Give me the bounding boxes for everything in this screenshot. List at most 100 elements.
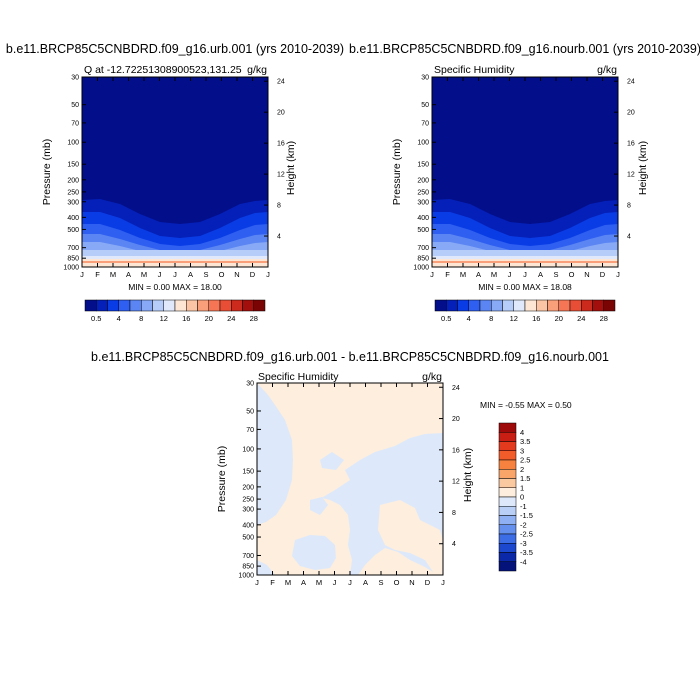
colorbar-label: -2 xyxy=(520,520,527,529)
colorbar-swatch xyxy=(468,299,481,312)
y-tick-label: 150 xyxy=(67,162,79,169)
x-tick-label: A xyxy=(126,270,131,279)
y-tick-label: 30 xyxy=(246,381,254,388)
x-tick-label: D xyxy=(250,270,256,279)
x-tick-label: A xyxy=(476,270,481,279)
colorbar-label: 20 xyxy=(205,314,213,323)
y-tick-label: 100 xyxy=(417,140,429,147)
panel-urb-y-right-axis: 24 20 16 12 8 4 xyxy=(264,79,285,241)
colorbar-label: 0.5 xyxy=(91,314,101,323)
colorbar-label: 2.5 xyxy=(520,456,530,465)
colorbar-label: 12 xyxy=(160,314,168,323)
colorbar-label: -1 xyxy=(520,502,527,511)
colorbar-swatch xyxy=(434,299,447,312)
colorbar-swatch xyxy=(96,299,108,312)
x-tick-label: A xyxy=(188,270,193,279)
y-tick-label: 30 xyxy=(71,75,79,82)
colorbar-label: 4 xyxy=(117,314,121,323)
x-tick-label: J xyxy=(430,270,434,279)
y-tick-label: 500 xyxy=(242,535,254,542)
colorbar-swatch xyxy=(498,478,517,488)
x-tick-label: O xyxy=(219,270,225,279)
colorbar-label: 24 xyxy=(227,314,235,323)
panel-nourb-y-right-axis: 24 20 16 12 8 4 xyxy=(614,79,635,241)
y-right-tick-label: 16 xyxy=(277,141,285,148)
colorbar-label: 16 xyxy=(182,314,190,323)
x-tick-label: F xyxy=(95,270,100,279)
colorbar-swatch xyxy=(498,422,517,433)
y-tick-label: 30 xyxy=(421,75,429,82)
y-right-tick-label: 12 xyxy=(627,172,635,179)
panel-urb-units: g/kg xyxy=(247,64,267,76)
y-tick-label: 200 xyxy=(67,177,79,184)
y-tick-label: 100 xyxy=(67,140,79,147)
colorbar-label: 0 xyxy=(520,493,524,502)
colorbar-swatch xyxy=(498,450,517,461)
colorbar-swatch xyxy=(498,506,517,516)
colorbar-label: 4 xyxy=(467,314,471,323)
colorbar-swatch xyxy=(498,487,517,498)
panel-nourb-stats: MIN = 0.00 MAX = 18.08 xyxy=(478,282,572,292)
y-tick-label: 1000 xyxy=(63,265,79,272)
y-tick-label: 250 xyxy=(417,189,429,196)
y-right-tick-label: 4 xyxy=(452,541,456,548)
colorbar-label: 1.5 xyxy=(520,474,530,483)
y-tick-label: 850 xyxy=(417,256,429,263)
colorbar-swatch xyxy=(581,299,593,312)
panel-nourb-subtitle: Specific Humidity xyxy=(434,64,515,76)
colorbar-swatch xyxy=(498,496,517,507)
y-right-tick-label: 24 xyxy=(452,385,460,392)
colorbar-swatch xyxy=(603,299,616,312)
colorbar-swatch xyxy=(498,561,517,572)
colorbar-swatch xyxy=(536,299,548,312)
y-tick-label: 300 xyxy=(67,199,79,206)
colorbar-label: 24 xyxy=(577,314,585,323)
panel-nourb-ylabel: Pressure (mb) xyxy=(391,139,403,206)
colorbar-label: 4 xyxy=(520,428,524,437)
colorbar-label: 8 xyxy=(139,314,143,323)
y-tick-label: 850 xyxy=(67,256,79,263)
y-right-tick-label: 20 xyxy=(627,110,635,117)
panel-urb-ylabel: Pressure (mb) xyxy=(41,139,53,206)
colorbar-swatch xyxy=(524,299,537,312)
colorbar-label: 2 xyxy=(520,465,524,474)
panel-urb-subtitle: Q at -12.72251308900523,131.25 xyxy=(84,64,242,76)
x-tick-label: O xyxy=(394,578,400,587)
colorbar-swatch xyxy=(152,299,164,312)
x-tick-label: M xyxy=(491,270,497,279)
y-tick-label: 100 xyxy=(242,446,254,453)
colorbar-swatch xyxy=(446,299,458,312)
panel-nourb-y-axis: 30 50 70 100 150 200 250 300 400 500 700 850 1000 xyxy=(413,75,436,272)
panel-nourb-colorbar: 0.5 4 8 12 16 20 24 28 xyxy=(434,299,616,323)
colorbar-swatch xyxy=(498,533,517,544)
x-tick-label: J xyxy=(508,270,512,279)
panel-diff-stats: MIN = -0.55 MAX = 0.50 xyxy=(480,400,572,410)
y-tick-label: 300 xyxy=(417,199,429,206)
x-tick-label: J xyxy=(333,578,337,587)
colorbar-label: 8 xyxy=(489,314,493,323)
x-tick-label: F xyxy=(445,270,450,279)
panel-urb: b.e11.BRCP85C5CNBDRD.f09_g16.urb.001 (yr… xyxy=(6,42,344,323)
x-tick-label: S xyxy=(203,270,208,279)
panel-urb-title: b.e11.BRCP85C5CNBDRD.f09_g16.urb.001 (yr… xyxy=(6,42,344,56)
colorbar-swatch xyxy=(457,299,469,312)
colorbar-swatch xyxy=(498,459,517,470)
panel-urb-ylabel-right: Height (km) xyxy=(285,141,297,195)
y-tick-label: 150 xyxy=(417,162,429,169)
y-tick-label: 1000 xyxy=(413,265,429,272)
panel-nourb-field xyxy=(432,77,618,267)
y-right-tick-label: 8 xyxy=(627,203,631,210)
colorbar-swatch xyxy=(129,299,142,312)
panel-urb-field xyxy=(82,77,268,267)
y-right-tick-label: 8 xyxy=(277,203,281,210)
colorbar-swatch xyxy=(253,299,266,312)
x-tick-label: J xyxy=(158,270,162,279)
panel-diff-ylabel: Pressure (mb) xyxy=(216,446,228,513)
panel-nourb-title: b.e11.BRCP85C5CNBDRD.f09_g16.nourb.001 (… xyxy=(349,42,700,56)
panel-diff: b.e11.BRCP85C5CNBDRD.f09_g16.urb.001 - b… xyxy=(91,350,609,587)
colorbar-swatch xyxy=(558,299,571,312)
x-tick-label: J xyxy=(441,578,445,587)
x-tick-label: J xyxy=(255,578,259,587)
